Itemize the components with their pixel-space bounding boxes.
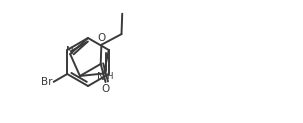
Text: O: O — [102, 84, 110, 94]
Text: O: O — [97, 33, 105, 43]
Text: Br: Br — [41, 77, 53, 87]
Text: N: N — [66, 46, 74, 56]
Text: H: H — [106, 72, 112, 81]
Text: N: N — [97, 72, 105, 82]
